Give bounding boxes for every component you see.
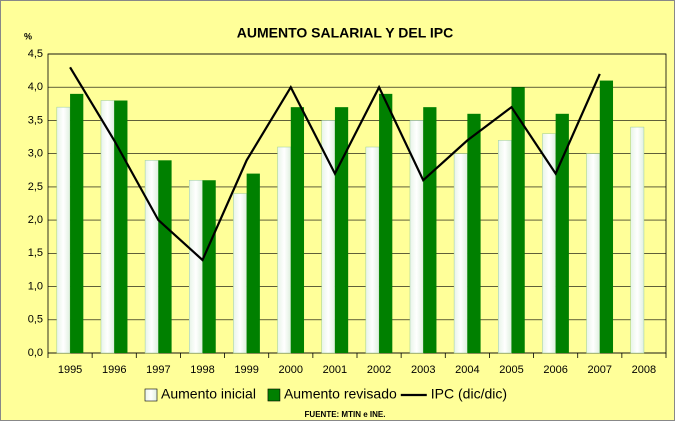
y-tick-label: 3,0 xyxy=(28,148,43,160)
x-tick-label: 2003 xyxy=(411,364,435,376)
bar xyxy=(599,80,614,354)
bar xyxy=(586,153,601,354)
bar xyxy=(202,180,216,353)
bar xyxy=(423,107,437,354)
x-tick-label: 1997 xyxy=(146,364,170,376)
y-tick-label: 4,0 xyxy=(28,81,43,93)
x-tick-label: 1998 xyxy=(190,364,214,376)
bar xyxy=(630,126,645,354)
y-tick-label: 0,5 xyxy=(28,314,43,326)
bar xyxy=(511,87,525,353)
bar xyxy=(144,160,159,354)
legend-swatch xyxy=(144,388,158,402)
bar xyxy=(555,113,569,353)
legend-swatch xyxy=(267,388,281,402)
bar xyxy=(334,107,349,354)
bar xyxy=(365,146,380,354)
bar xyxy=(467,113,481,353)
legend-label: IPC (dic/dic) xyxy=(431,386,507,402)
line xyxy=(69,66,601,262)
x-tick-label: 1996 xyxy=(102,364,126,376)
bar xyxy=(114,100,128,353)
bar xyxy=(70,93,84,353)
y-tick-label: 1,0 xyxy=(28,280,43,292)
chart-title: AUMENTO SALARIAL Y DEL IPC xyxy=(237,25,454,41)
x-tick-label: 2006 xyxy=(543,364,567,376)
bar xyxy=(158,160,172,353)
bar xyxy=(189,179,203,354)
y-tick-label: 4,5 xyxy=(28,48,43,60)
x-tick-label: 1995 xyxy=(58,364,82,376)
y-tick-label: 0,0 xyxy=(28,347,43,359)
legend-label: Aumento inicial xyxy=(161,386,256,402)
legend-label: Aumento revisado xyxy=(284,386,397,402)
x-tick-label: 2005 xyxy=(499,364,523,376)
y-tick-label: 2,5 xyxy=(28,181,43,193)
x-tick-label: 2001 xyxy=(323,364,347,376)
bar xyxy=(379,93,393,353)
x-tick-label: 2004 xyxy=(455,364,479,376)
bar xyxy=(321,120,336,354)
bar xyxy=(277,146,292,354)
x-tick-label: 1999 xyxy=(234,364,258,376)
y-tick-label: 2,0 xyxy=(28,214,43,226)
bar xyxy=(498,140,512,354)
bar xyxy=(56,106,71,354)
bar xyxy=(246,173,260,353)
bar xyxy=(233,193,247,354)
y-tick-label: 3,5 xyxy=(28,114,43,126)
y-tick-label: 1,5 xyxy=(28,247,43,259)
bar xyxy=(453,153,468,354)
x-tick-label: 2008 xyxy=(632,364,656,376)
y-axis-label: % xyxy=(24,31,32,41)
source: FUENTE: MTIN e INE. xyxy=(305,410,386,419)
x-tick-label: 2002 xyxy=(367,364,391,376)
x-tick-label: 2007 xyxy=(588,364,612,376)
x-tick-label: 2000 xyxy=(279,364,303,376)
bar xyxy=(542,133,556,354)
bar xyxy=(290,107,305,354)
